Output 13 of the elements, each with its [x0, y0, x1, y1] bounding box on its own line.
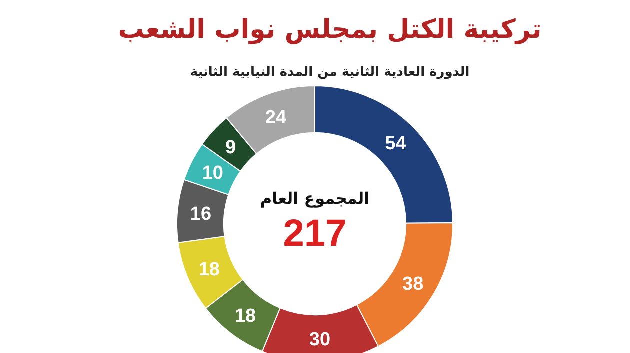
data-label: 18: [198, 259, 220, 280]
chart-title: تركيبة الكتل بمجلس نواب الشعب: [118, 15, 542, 45]
text: 217: [283, 213, 347, 255]
text: المجموع العام: [260, 189, 370, 208]
data-label: 16: [190, 204, 212, 226]
data-label: 30: [309, 329, 331, 350]
data-label: 18: [234, 306, 256, 328]
data-label: 10: [202, 163, 224, 184]
data-label: 38: [402, 274, 424, 296]
data-label: 9: [226, 137, 236, 158]
chart-subtitle: الدورة العادية الثانية من المدة النيابية الثانية: [190, 65, 470, 80]
data-label: 54: [385, 134, 407, 155]
data-label: 24: [265, 107, 287, 128]
